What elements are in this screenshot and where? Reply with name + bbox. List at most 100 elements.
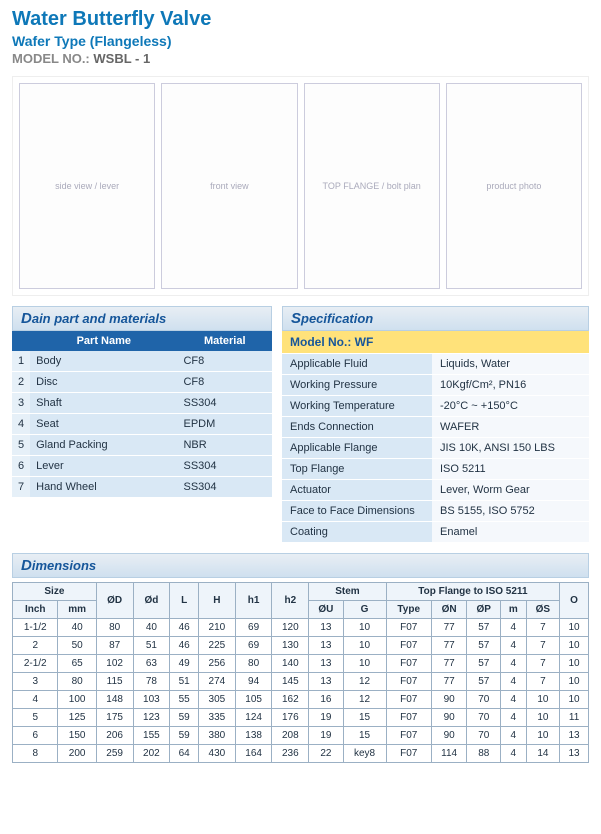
spec-key: Working Temperature <box>282 396 432 416</box>
table-row: 1BodyCF8 <box>12 351 272 372</box>
cell: 148 <box>96 691 133 709</box>
cell: 69 <box>235 619 272 637</box>
cell: 87 <box>96 637 133 655</box>
cell: 65 <box>58 655 96 673</box>
cell: F07 <box>386 655 431 673</box>
cell: 51 <box>133 637 170 655</box>
cell: 4 <box>501 691 527 709</box>
cell: 10 <box>560 637 589 655</box>
cell: 10 <box>526 727 560 745</box>
spec-key: Applicable Fluid <box>282 354 432 374</box>
table-row: 5Gland PackingNBR <box>12 435 272 456</box>
cell: 7 <box>526 673 560 691</box>
page-subtitle: Wafer Type (Flangeless) <box>12 33 589 49</box>
diagram-area: side view / lever front view TOP FLANGE … <box>12 76 589 296</box>
cell: 7 <box>526 655 560 673</box>
cell: 259 <box>96 745 133 763</box>
dims-col-m: m <box>501 601 527 619</box>
cell: 236 <box>272 745 309 763</box>
dims-col-L: L <box>170 583 199 619</box>
material: CF8 <box>177 351 272 372</box>
cell: 12 <box>343 691 386 709</box>
cell: 8 <box>13 745 58 763</box>
cell: F07 <box>386 709 431 727</box>
row-index: 5 <box>12 435 30 456</box>
spec-row: Applicable FluidLiquids, Water <box>282 354 589 375</box>
dims-col-H: H <box>199 583 236 619</box>
table-row: 4100148103553051051621612F07907041010 <box>13 691 589 709</box>
part-name: Lever <box>30 456 177 477</box>
material: EPDM <box>177 414 272 435</box>
cell: 46 <box>170 619 199 637</box>
cell: 10 <box>343 619 386 637</box>
spec-row: Working Temperature-20°C ~ +150°C <box>282 396 589 417</box>
table-row: 1-1/240804046210691201310F0777574710 <box>13 619 589 637</box>
spec-value: Enamel <box>432 522 589 542</box>
cell: F07 <box>386 673 431 691</box>
cell: 13 <box>560 727 589 745</box>
cell: 63 <box>133 655 170 673</box>
cell: 4 <box>501 673 527 691</box>
dims-col-h1: h1 <box>235 583 272 619</box>
dimensions-body: 1-1/240804046210691201310F07775747102508… <box>13 619 589 763</box>
spec-value: BS 5155, ISO 5752 <box>432 501 589 521</box>
part-name: Shaft <box>30 393 177 414</box>
cell: 4 <box>501 619 527 637</box>
cell: 138 <box>235 727 272 745</box>
cell: 130 <box>272 637 309 655</box>
dims-col-OS: ØS <box>526 601 560 619</box>
cell: 206 <box>96 727 133 745</box>
spec-heading: Specification <box>282 306 589 331</box>
part-name: Seat <box>30 414 177 435</box>
cell: 145 <box>272 673 309 691</box>
cell: 10 <box>343 637 386 655</box>
cell: 4 <box>501 745 527 763</box>
page-title: Water Butterfly Valve <box>12 8 589 31</box>
spec-row: Top FlangeISO 5211 <box>282 459 589 480</box>
cell: 59 <box>170 727 199 745</box>
cell: 70 <box>467 727 501 745</box>
cell: 19 <box>309 709 343 727</box>
cell: 2 <box>13 637 58 655</box>
table-row: 82002592026443016423622key8F071148841413 <box>13 745 589 763</box>
materials-table: Part Name Material 1BodyCF82DiscCF83Shaf… <box>12 331 272 498</box>
dims-col-h2: h2 <box>272 583 309 619</box>
spec-key: Applicable Flange <box>282 438 432 458</box>
cell: 105 <box>235 691 272 709</box>
diagram-photo: product photo <box>446 83 582 289</box>
model-label: MODEL NO.: <box>12 51 90 66</box>
dims-topflange-head: Top Flange to ISO 5211 <box>386 583 560 601</box>
dims-col-inch: Inch <box>13 601 58 619</box>
table-row: 4SeatEPDM <box>12 414 272 435</box>
cell: 175 <box>96 709 133 727</box>
materials-panel: Dain part and materials Part Name Materi… <box>12 306 272 498</box>
cell: 13 <box>309 673 343 691</box>
spec-row: Working Pressure10Kgf/Cm², PN16 <box>282 375 589 396</box>
cell: 3 <box>13 673 58 691</box>
cell: 115 <box>96 673 133 691</box>
cell: 4 <box>501 655 527 673</box>
cell: 80 <box>96 619 133 637</box>
spec-value: 10Kgf/Cm², PN16 <box>432 375 589 395</box>
cell: 12 <box>343 673 386 691</box>
spec-row: CoatingEnamel <box>282 522 589 543</box>
material: SS304 <box>177 456 272 477</box>
cell: 124 <box>235 709 272 727</box>
cell: 10 <box>560 691 589 709</box>
spec-key: Actuator <box>282 480 432 500</box>
materials-heading: Dain part and materials <box>12 306 272 331</box>
cell: 77 <box>431 673 467 691</box>
cell: 11 <box>560 709 589 727</box>
spec-key: Working Pressure <box>282 375 432 395</box>
cell: 4 <box>501 727 527 745</box>
row-index: 6 <box>12 456 30 477</box>
row-index: 3 <box>12 393 30 414</box>
dims-col-OP: ØP <box>467 601 501 619</box>
model-value: WSBL - 1 <box>93 51 150 66</box>
materials-body: 1BodyCF82DiscCF83ShaftSS3044SeatEPDM5Gla… <box>12 351 272 498</box>
part-name: Hand Wheel <box>30 477 177 498</box>
cell: 13 <box>309 655 343 673</box>
cell: 120 <box>272 619 309 637</box>
cell: 19 <box>309 727 343 745</box>
cell: 202 <box>133 745 170 763</box>
